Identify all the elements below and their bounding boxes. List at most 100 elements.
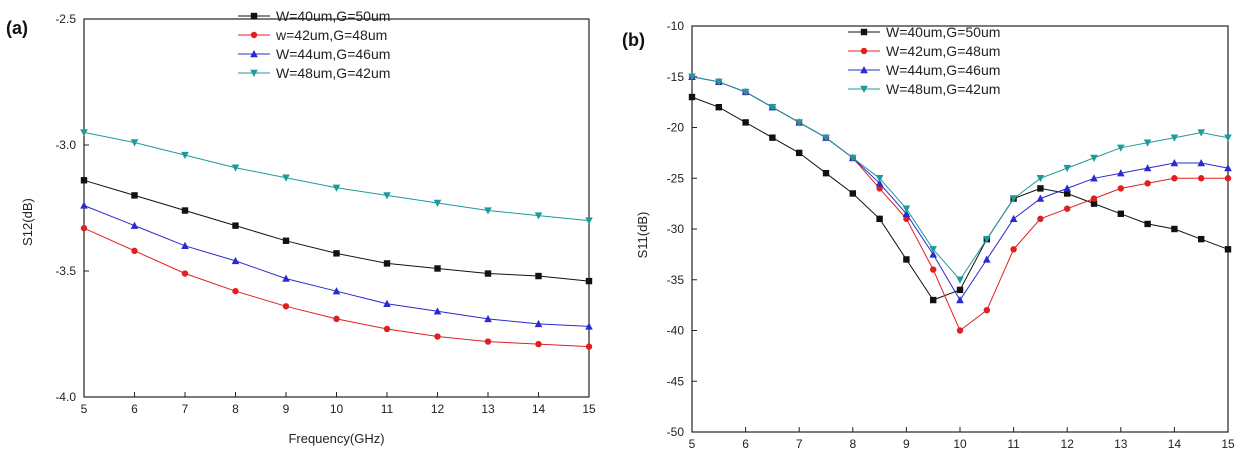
- series-2: [688, 73, 1232, 334]
- y-tick-label: -20: [667, 121, 685, 135]
- data-point: [1064, 205, 1071, 212]
- data-point: [741, 88, 750, 96]
- data-point: [282, 274, 290, 282]
- data-point: [282, 303, 290, 310]
- data-point: [688, 93, 696, 101]
- data-point: [535, 272, 542, 280]
- data-point: [930, 266, 937, 273]
- data-point: [332, 184, 341, 192]
- data-point: [742, 119, 749, 126]
- data-point: [332, 287, 341, 295]
- legend-entry: W=44um,G=46um: [886, 62, 1000, 78]
- data-point: [333, 315, 340, 323]
- chart-panel-b: (b) 5 6 7 8 9 10 11 12 13 14 15 -50 -45 -40 -35 -30 -25 -2…: [622, 19, 1235, 451]
- x-tick-label: 14: [532, 402, 546, 416]
- legend-entry: W=40um,G=50um: [276, 8, 390, 24]
- data-point: [585, 277, 593, 285]
- data-point: [585, 322, 593, 330]
- data-point: [434, 333, 441, 340]
- legend-marker: [250, 69, 258, 77]
- legend-marker: [250, 12, 258, 20]
- y-tick-label: -3.5: [55, 264, 76, 278]
- data-point: [769, 134, 776, 141]
- data-point: [1198, 235, 1205, 243]
- y-tick-label: -45: [667, 374, 685, 388]
- data-point: [956, 276, 964, 284]
- data-point: [1117, 210, 1124, 217]
- data-point: [383, 325, 391, 333]
- x-tick-label: 7: [796, 437, 803, 450]
- data-point: [1224, 134, 1232, 142]
- data-point: [715, 104, 722, 111]
- data-point: [1170, 159, 1179, 167]
- series-4: [688, 73, 1232, 284]
- panel-label: (a): [6, 18, 28, 38]
- data-point: [929, 250, 937, 258]
- data-point: [232, 287, 239, 295]
- legend-entry: W=48um,G=42um: [886, 81, 1000, 97]
- data-point: [929, 246, 937, 254]
- y-tick-label: -35: [667, 273, 685, 287]
- data-point: [1090, 174, 1098, 182]
- x-tick-label: 7: [182, 402, 189, 416]
- data-point: [1144, 220, 1151, 228]
- data-point: [822, 134, 830, 142]
- data-point: [1037, 185, 1044, 192]
- data-point: [1198, 175, 1205, 182]
- x-tick-label: 8: [232, 402, 239, 416]
- data-point: [1143, 139, 1152, 147]
- y-tick-label: -30: [667, 222, 685, 236]
- data-point: [715, 78, 723, 86]
- x-tick-label: 14: [1168, 437, 1182, 450]
- data-point: [903, 215, 910, 223]
- legend-marker: [860, 47, 868, 55]
- y-tick-label: -50: [667, 425, 685, 439]
- legend-entry: W=48um,G=42um: [276, 65, 390, 81]
- data-point: [1224, 246, 1232, 253]
- data-point: [383, 260, 391, 267]
- data-point: [1224, 164, 1232, 172]
- data-point: [1170, 134, 1179, 142]
- data-point: [930, 296, 937, 304]
- legend-marker: [250, 31, 258, 39]
- data-point: [484, 270, 492, 277]
- data-point: [130, 139, 139, 147]
- data-point: [688, 73, 696, 81]
- x-tick-label: 15: [1221, 437, 1235, 450]
- y-tick-label: -25: [667, 171, 685, 185]
- x-tick-label: 11: [381, 402, 394, 416]
- data-point: [181, 241, 189, 249]
- data-point: [434, 265, 441, 272]
- data-point: [1171, 175, 1178, 182]
- data-point: [131, 247, 138, 255]
- series-line: [83, 205, 590, 327]
- data-point: [1009, 195, 1018, 203]
- series-3: [80, 201, 593, 330]
- data-point: [903, 256, 910, 263]
- data-point: [1036, 194, 1045, 202]
- data-point: [433, 307, 442, 315]
- x-tick-label: 13: [1114, 437, 1128, 450]
- data-point: [1063, 164, 1071, 173]
- data-point: [433, 199, 442, 207]
- y-tick-label: -15: [667, 70, 685, 84]
- data-point: [849, 154, 857, 162]
- data-point: [795, 119, 803, 127]
- data-point: [1117, 185, 1125, 192]
- data-point: [282, 237, 290, 244]
- x-tick-label: 9: [283, 402, 290, 416]
- data-point: [956, 286, 964, 294]
- data-point: [1063, 184, 1071, 192]
- series-4: [80, 129, 593, 225]
- series-line: [691, 96, 1229, 301]
- legend-entry: W=42um,G=48um: [886, 43, 1000, 59]
- data-point: [983, 235, 991, 244]
- data-point: [1036, 175, 1045, 183]
- x-tick-label: 15: [582, 402, 596, 416]
- series-1: [688, 93, 1232, 304]
- data-point: [983, 255, 991, 263]
- data-point: [181, 207, 189, 214]
- data-point: [181, 151, 189, 160]
